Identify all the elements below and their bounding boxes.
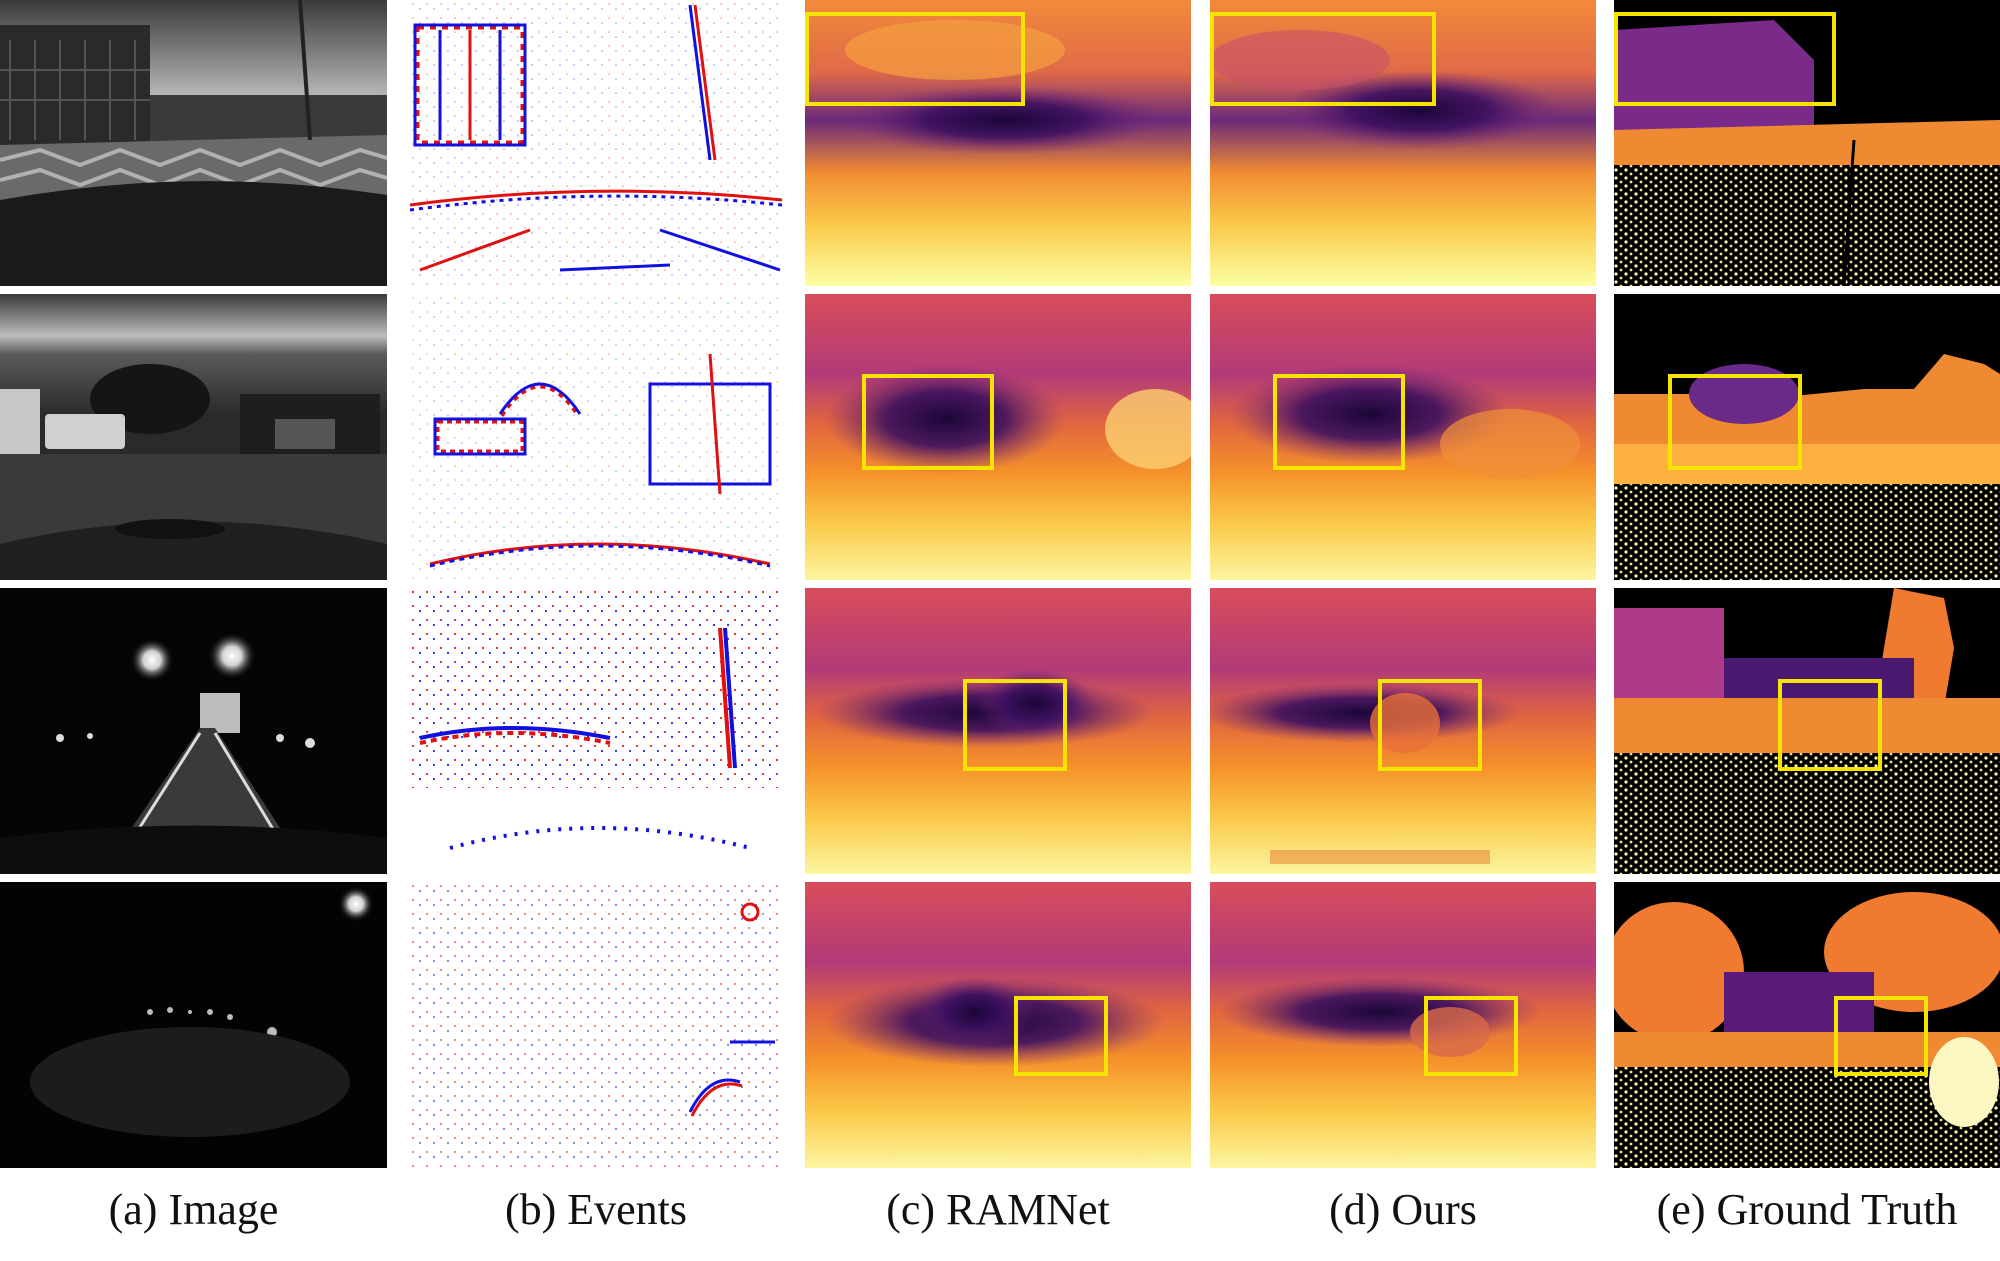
highlight-box-ramnet-row-1 — [805, 12, 1025, 106]
caption-image: (a) Image — [108, 1185, 279, 1234]
image-row-2 — [0, 294, 387, 580]
highlight-box-gt-row-3 — [1778, 679, 1882, 771]
events-row-3 — [410, 588, 782, 874]
ramnet-row-2 — [805, 294, 1191, 580]
ground-truth-row-1 — [1614, 0, 2000, 286]
highlight-box-ours-row-4 — [1424, 996, 1518, 1076]
caption-ground-truth: (e) Ground Truth — [1656, 1185, 1958, 1234]
ramnet-row-4 — [805, 882, 1191, 1168]
events-row-2 — [410, 294, 782, 580]
image-row-1 — [0, 0, 387, 286]
caption-events: (b) Events — [504, 1185, 688, 1234]
image-row-4 — [0, 882, 387, 1168]
events-row-1 — [410, 0, 782, 286]
ground-truth-row-4 — [1614, 882, 2000, 1168]
ramnet-row-3 — [805, 588, 1191, 874]
caption-ours: (d) Ours — [1329, 1185, 1477, 1234]
highlight-box-ours-row-3 — [1378, 679, 1482, 771]
highlight-box-ours-row-1 — [1210, 12, 1436, 106]
image-row-3 — [0, 588, 387, 874]
highlight-box-ramnet-row-2 — [862, 374, 994, 470]
highlight-box-gt-row-2 — [1668, 374, 1802, 470]
ours-row-1 — [1210, 0, 1596, 286]
highlight-box-gt-row-4 — [1834, 996, 1928, 1076]
caption-ramnet: (c) RAMNet — [886, 1185, 1110, 1234]
highlight-box-gt-row-1 — [1614, 12, 1836, 106]
ground-truth-row-3 — [1614, 588, 2000, 874]
highlight-box-ramnet-row-3 — [963, 679, 1067, 771]
highlight-box-ramnet-row-4 — [1014, 996, 1108, 1076]
ours-row-3 — [1210, 588, 1596, 874]
highlight-box-ours-row-2 — [1273, 374, 1405, 470]
ours-row-4 — [1210, 882, 1596, 1168]
events-row-4 — [410, 882, 782, 1168]
